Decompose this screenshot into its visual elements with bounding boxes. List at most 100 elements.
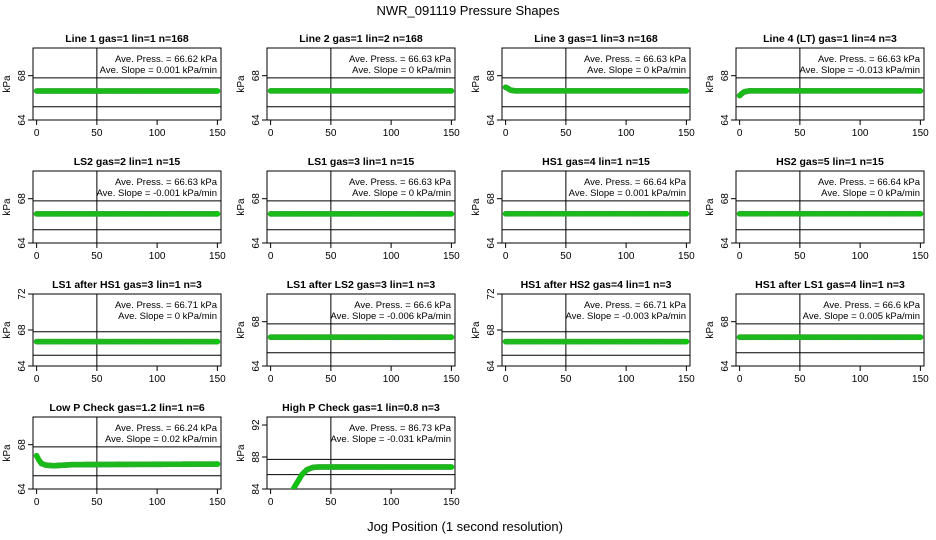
ave-press-label: Ave. Press. = 66.63 kPa <box>115 177 218 188</box>
data-point <box>214 210 221 217</box>
panel-title: Line 3 gas=1 lin=3 n=168 <box>534 33 658 45</box>
y-tick-label: 68 <box>251 316 262 328</box>
x-tick-label: 100 <box>383 128 400 139</box>
panel-frame <box>266 293 456 367</box>
ave-press-label: Ave. Press. = 66.63 kPa <box>584 54 687 65</box>
data-series <box>502 84 690 94</box>
panel-8: HS2 gas=5 lin=1 n=15 Ave. Press. = 66.64 … <box>705 156 929 262</box>
x-tick-label: 0 <box>34 374 40 385</box>
panel-title: High P Check gas=1 lin=0.8 n=3 <box>282 402 440 414</box>
x-tick-label: 50 <box>560 128 572 139</box>
data-series <box>502 210 690 217</box>
ave-slope-label: Ave. Slope = 0 kPa/min <box>118 311 217 322</box>
y-tick-label: 68 <box>17 70 28 82</box>
x-tick-label: 50 <box>325 374 337 385</box>
data-point <box>448 210 455 217</box>
x-tick-label: 150 <box>209 374 226 385</box>
x-tick-label: 0 <box>34 251 40 262</box>
x-tick-label: 150 <box>209 251 226 262</box>
data-series <box>736 210 924 217</box>
x-tick-label: 50 <box>325 497 337 508</box>
x-tick-label: 0 <box>268 251 274 262</box>
y-tick-label: 64 <box>720 114 731 126</box>
x-tick-label: 0 <box>268 374 274 385</box>
x-tick-label: 100 <box>618 128 635 139</box>
x-tick-label: 50 <box>91 128 103 139</box>
y-tick-label: 64 <box>251 237 262 249</box>
x-tick-label: 50 <box>325 251 337 262</box>
x-tick-label: 100 <box>149 251 166 262</box>
ave-press-label: Ave. Press. = 66.6 kPa <box>354 300 451 311</box>
y-tick-label: 64 <box>17 360 28 372</box>
x-tick-label: 100 <box>852 251 869 262</box>
panel-frame <box>266 47 456 121</box>
data-series <box>33 338 221 345</box>
panel-title: HS1 after HS2 gas=4 lin=1 n=3 <box>521 279 672 291</box>
panel-frame <box>735 47 925 121</box>
ave-slope-label: Ave. Slope = -0.031 kPa/min <box>331 434 452 445</box>
panel-title: LS1 gas=3 lin=1 n=15 <box>308 156 415 168</box>
data-point <box>214 88 221 94</box>
data-point <box>448 334 455 341</box>
x-tick-label: 150 <box>678 374 695 385</box>
x-tick-label: 100 <box>149 374 166 385</box>
panel-grid: Line 1 gas=1 lin=1 n=168 Ave. Press. = 66… <box>2 33 929 508</box>
y-tick-label: 64 <box>17 237 28 249</box>
panel-3: Line 3 gas=1 lin=3 n=168 Ave. Press. = 66… <box>471 33 695 139</box>
data-point <box>448 87 455 94</box>
y-axis-label: kPa <box>236 321 247 339</box>
panel-12: HS1 after LS1 gas=4 lin=1 n=3 Ave. Press.… <box>705 279 929 385</box>
data-series <box>267 334 455 341</box>
figure-x-axis-label: Jog Position (1 second resolution) <box>367 519 563 534</box>
panel-title: Low P Check gas=1.2 lin=1 n=6 <box>49 402 204 414</box>
ave-press-label: Ave. Press. = 66.62 kPa <box>115 54 218 65</box>
data-series <box>267 210 455 217</box>
x-tick-label: 150 <box>443 128 460 139</box>
ave-slope-label: Ave. Slope = -0.013 kPa/min <box>800 65 921 76</box>
panel-title: Line 4 (LT) gas=1 lin=4 n=3 <box>763 33 897 45</box>
x-tick-label: 0 <box>34 497 40 508</box>
x-tick-label: 0 <box>268 497 274 508</box>
ave-slope-label: Ave. Slope = 0 kPa/min <box>352 65 451 76</box>
ave-slope-label: Ave. Slope = -0.001 kPa/min <box>97 188 218 199</box>
x-tick-label: 100 <box>618 374 635 385</box>
y-tick-label: 64 <box>486 237 497 249</box>
panel-10: LS1 after LS2 gas=3 lin=1 n=3 Ave. Press.… <box>236 279 460 385</box>
data-series <box>33 210 221 217</box>
panel-title: LS1 after LS2 gas=3 lin=1 n=3 <box>287 279 436 291</box>
x-tick-label: 0 <box>503 374 509 385</box>
ave-press-label: Ave. Press. = 66.24 kPa <box>115 423 218 434</box>
ave-slope-label: Ave. Slope = 0 kPa/min <box>352 188 451 199</box>
x-tick-label: 100 <box>383 251 400 262</box>
y-tick-label: 64 <box>720 360 731 372</box>
panel-frame <box>501 47 691 121</box>
x-tick-label: 0 <box>737 374 743 385</box>
x-tick-label: 50 <box>91 251 103 262</box>
x-tick-label: 150 <box>443 374 460 385</box>
y-tick-label: 68 <box>17 324 28 336</box>
panel-title: HS1 gas=4 lin=1 n=15 <box>542 156 650 168</box>
y-tick-label: 84 <box>251 483 262 495</box>
data-series <box>33 452 221 469</box>
x-tick-label: 0 <box>268 128 274 139</box>
panel-5: LS2 gas=2 lin=1 n=15 Ave. Press. = 66.63 … <box>2 156 226 262</box>
panel-2: Line 2 gas=1 lin=2 n=168 Ave. Press. = 66… <box>236 33 460 139</box>
y-tick-label: 68 <box>486 324 497 336</box>
ave-press-label: Ave. Press. = 66.63 kPa <box>818 54 921 65</box>
x-tick-label: 150 <box>443 251 460 262</box>
data-series <box>736 334 924 341</box>
y-axis-label: kPa <box>471 75 482 93</box>
panel-13: Low P Check gas=1.2 lin=1 n=6 Ave. Press.… <box>2 402 226 508</box>
y-tick-label: 64 <box>486 114 497 126</box>
y-axis-label: kPa <box>705 75 716 93</box>
y-tick-label: 64 <box>486 360 497 372</box>
panel-11: HS1 after HS2 gas=4 lin=1 n=3 Ave. Press.… <box>471 279 695 385</box>
ave-slope-label: Ave. Slope = 0 kPa/min <box>587 65 686 76</box>
data-series <box>736 87 924 99</box>
x-tick-label: 100 <box>383 497 400 508</box>
panel-frame <box>735 170 925 244</box>
x-tick-label: 50 <box>560 374 572 385</box>
data-point <box>448 464 455 470</box>
x-tick-label: 150 <box>912 128 929 139</box>
